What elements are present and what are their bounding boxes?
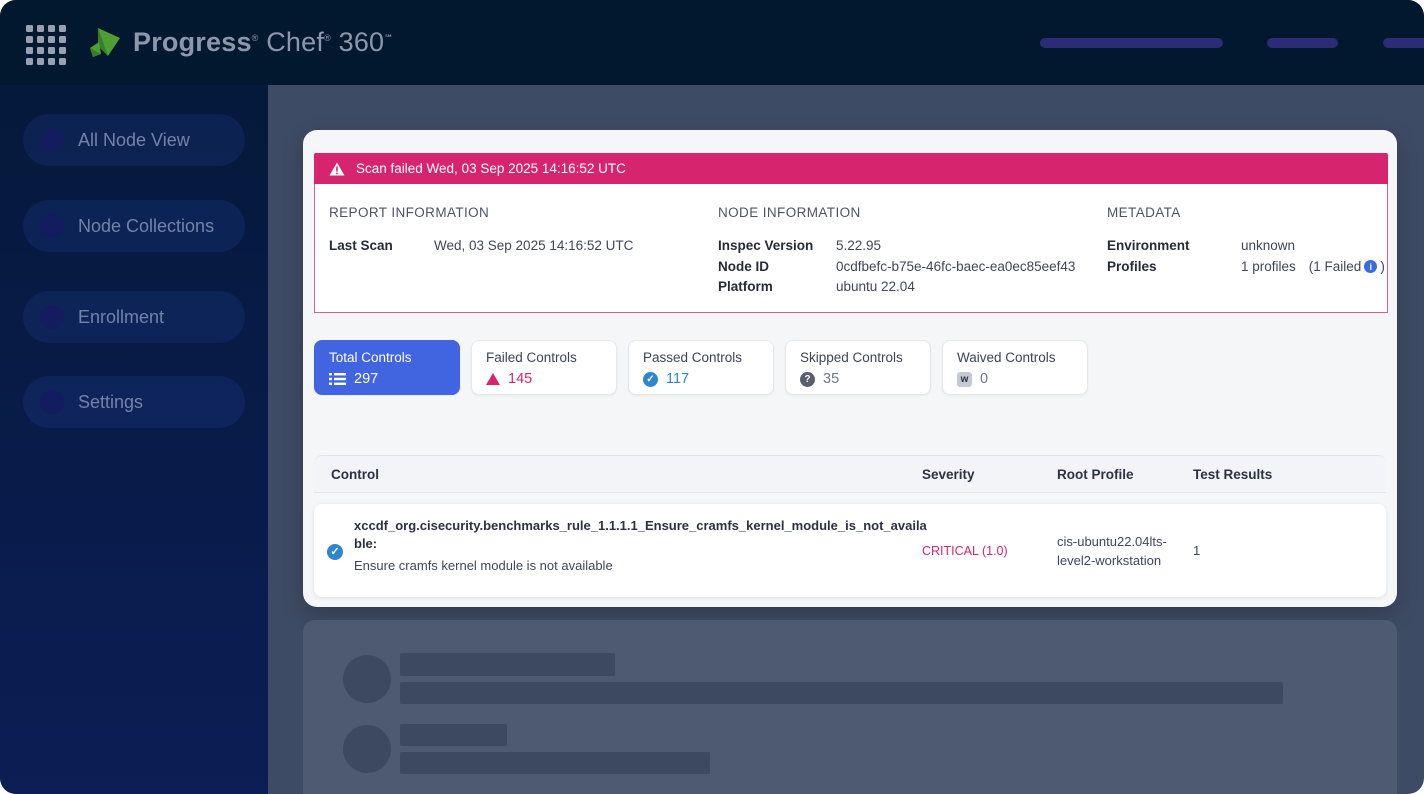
sidebar-item-all-node-view[interactable]: All Node View	[23, 114, 245, 166]
warning-triangle-icon	[486, 373, 500, 385]
info-icon[interactable]: i	[1364, 260, 1378, 274]
skeleton-line	[400, 653, 615, 676]
brand-title: Progress® Chef® 360℠	[133, 27, 394, 57]
sidebar-item-label: Settings	[78, 391, 144, 412]
failed-controls-card[interactable]: Failed Controls 145	[471, 340, 617, 395]
skeleton-line	[400, 752, 710, 774]
controls-summary-row: Total Controls 297 Failed Controls 145	[314, 340, 1088, 395]
control-cell: xccdf_org.cisecurity.benchmarks_rule_1.1…	[354, 517, 932, 573]
skeleton-avatar	[343, 655, 391, 703]
metadata-section: METADATA Environment unknown Profiles 1 …	[1107, 205, 1385, 277]
column-header-control: Control	[331, 467, 379, 482]
stat-label: Waived Controls	[957, 350, 1056, 365]
sidebar-item-label: Enrollment	[78, 306, 165, 327]
control-description: Ensure cramfs kernel module is not avail…	[354, 558, 613, 573]
stat-label: Failed Controls	[486, 350, 577, 365]
nav-item-icon-placeholder	[40, 214, 64, 238]
control-check-icon: ✓	[327, 542, 343, 560]
field-value: 0cdfbefc-b75e-46fc-baec-ea0ec85eef43	[836, 258, 1076, 274]
column-header-severity: Severity	[922, 467, 975, 482]
field-value: 5.22.95	[836, 238, 882, 253]
topbar-loading-placeholder	[1267, 38, 1338, 48]
warning-triangle-icon	[329, 162, 345, 175]
report-info-panel: REPORT INFORMATION Last Scan Wed, 03 Sep…	[314, 184, 1388, 313]
loading-placeholder-card	[303, 620, 1397, 794]
column-header-root-profile: Root Profile	[1057, 467, 1134, 482]
stat-value: 35	[823, 371, 840, 387]
sidebar-item-label: All Node View	[78, 129, 190, 150]
stat-value: 297	[354, 371, 379, 387]
root-profile-cell: cis-ubuntu22.04lts-level2-workstation	[1057, 533, 1167, 568]
stat-value: 0	[980, 371, 989, 387]
sidebar-item-label: Node Collections	[78, 215, 215, 236]
field-value: 1 profiles	[1241, 258, 1296, 274]
field-value: Wed, 03 Sep 2025 14:16:52 UTC	[434, 238, 634, 253]
brand-logo: Progress® Chef® 360℠	[88, 0, 394, 85]
nav-item-icon-placeholder	[40, 390, 64, 414]
progress-logo-icon	[90, 27, 120, 57]
control-title: xccdf_org.cisecurity.benchmarks_rule_1.1…	[354, 518, 927, 551]
stat-label: Passed Controls	[643, 350, 743, 365]
control-table-row[interactable]: ✓ xccdf_org.cisecurity.benchmarks_rule_1…	[314, 504, 1386, 597]
severity-cell: CRITICAL (1.0)	[922, 543, 1008, 558]
skeleton-avatar	[343, 725, 391, 773]
scan-report-card: Scan failed Wed, 03 Sep 2025 14:16:52 UT…	[303, 130, 1397, 607]
alert-message: Scan failed Wed, 03 Sep 2025 14:16:52 UT…	[356, 161, 626, 176]
stat-value: 117	[666, 371, 690, 387]
node-information-section: NODE INFORMATION Inspec Version 5.22.95 …	[718, 205, 1075, 298]
question-circle-icon: ?	[800, 371, 815, 387]
top-navigation-bar: Progress® Chef® 360℠	[0, 0, 1424, 85]
passed-controls-card[interactable]: Passed Controls ✓ 117	[628, 340, 774, 395]
skeleton-line	[400, 724, 507, 746]
stat-label: Skipped Controls	[800, 350, 903, 365]
nav-item-icon-placeholder	[40, 305, 64, 329]
section-heading: METADATA	[1107, 205, 1181, 220]
field-value: unknown	[1241, 238, 1296, 253]
waived-controls-card[interactable]: Waived Controls w 0	[942, 340, 1088, 395]
nav-item-icon-placeholder	[40, 128, 64, 152]
field-label: Node ID	[718, 258, 770, 274]
sidebar-item-node-collections[interactable]: Node Collections	[23, 200, 245, 252]
stat-value: 145	[508, 371, 533, 387]
skeleton-line	[400, 682, 1283, 704]
field-label: Profiles	[1107, 258, 1157, 274]
waived-badge-icon: w	[957, 371, 972, 387]
field-value: ubuntu 22.04	[836, 279, 915, 294]
list-icon	[329, 373, 346, 385]
skipped-controls-card[interactable]: Skipped Controls ? 35	[785, 340, 931, 395]
stat-label: Total Controls	[329, 350, 412, 365]
section-heading: REPORT INFORMATION	[329, 205, 490, 220]
field-label: Platform	[718, 279, 773, 294]
total-controls-card[interactable]: Total Controls 297	[314, 340, 460, 395]
topbar-loading-placeholder	[1040, 38, 1223, 48]
app-grid-icon[interactable]	[26, 25, 66, 65]
check-circle-icon: ✓	[643, 371, 658, 387]
profiles-failed-note: (1 Failed i )	[1308, 258, 1385, 274]
sidebar-item-enrollment[interactable]: Enrollment	[23, 291, 245, 343]
section-heading: NODE INFORMATION	[718, 205, 861, 220]
controls-table-header: Control Severity Root Profile Test Resul…	[314, 455, 1386, 493]
column-header-test-results: Test Results	[1193, 467, 1273, 482]
sidebar-navigation: All Node View Node Collections Enrollmen…	[0, 85, 268, 794]
field-label: Inspec Version	[718, 238, 814, 253]
field-label: Environment	[1107, 238, 1190, 253]
field-label: Last Scan	[329, 238, 393, 253]
test-results-cell: 1	[1193, 543, 1201, 558]
scan-failed-alert-banner: Scan failed Wed, 03 Sep 2025 14:16:52 UT…	[314, 153, 1388, 184]
report-information-section: REPORT INFORMATION Last Scan Wed, 03 Sep…	[329, 205, 633, 257]
topbar-loading-placeholder	[1383, 38, 1424, 48]
sidebar-item-settings[interactable]: Settings	[23, 376, 245, 428]
